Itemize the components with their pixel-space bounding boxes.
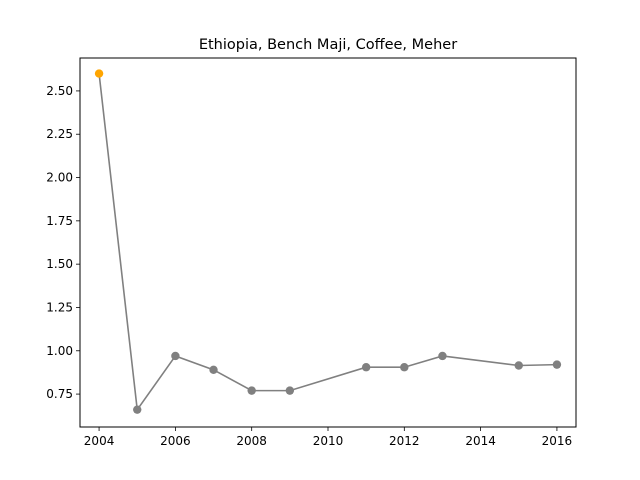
series-layer — [94, 69, 562, 414]
y-tick-label: 1.75 — [46, 214, 73, 228]
data-point — [438, 351, 447, 361]
y-tick-label: 2.50 — [46, 84, 73, 98]
y-tick-label: 2.25 — [46, 127, 73, 141]
y-tick-label: 1.50 — [46, 257, 73, 271]
x-tick-label: 2010 — [313, 434, 344, 448]
data-point — [552, 360, 562, 369]
x-tick-label: 2004 — [84, 434, 115, 448]
data-point — [209, 365, 218, 375]
x-tick-label: 2016 — [542, 434, 573, 448]
data-point — [514, 361, 523, 370]
data-point — [133, 405, 142, 414]
y-tick-label: 1.00 — [46, 344, 73, 358]
plot-frame — [79, 57, 577, 428]
chart-title: Ethiopia, Bench Maji, Coffee, Meher — [199, 37, 457, 53]
y-tick-label: 0.75 — [46, 387, 73, 401]
x-tick-label: 2008 — [236, 434, 267, 448]
data-point — [94, 69, 104, 78]
x-tick-label: 2012 — [389, 434, 420, 448]
data-point — [400, 363, 409, 372]
data-point — [171, 351, 180, 361]
x-axis: 2004 2006 2008 2010 2012 2014 2016 — [84, 427, 572, 448]
data-point — [361, 363, 371, 372]
data-point — [247, 386, 256, 395]
x-tick-label: 2014 — [465, 434, 496, 448]
x-tick-label: 2006 — [160, 434, 191, 448]
y-tick-label: 2.00 — [46, 171, 73, 185]
y-tick-label: 1.25 — [46, 300, 73, 314]
data-point — [285, 386, 295, 395]
y-axis: 0.75 1.00 1.25 1.50 1.75 2.00 2.25 2.50 — [46, 84, 80, 401]
